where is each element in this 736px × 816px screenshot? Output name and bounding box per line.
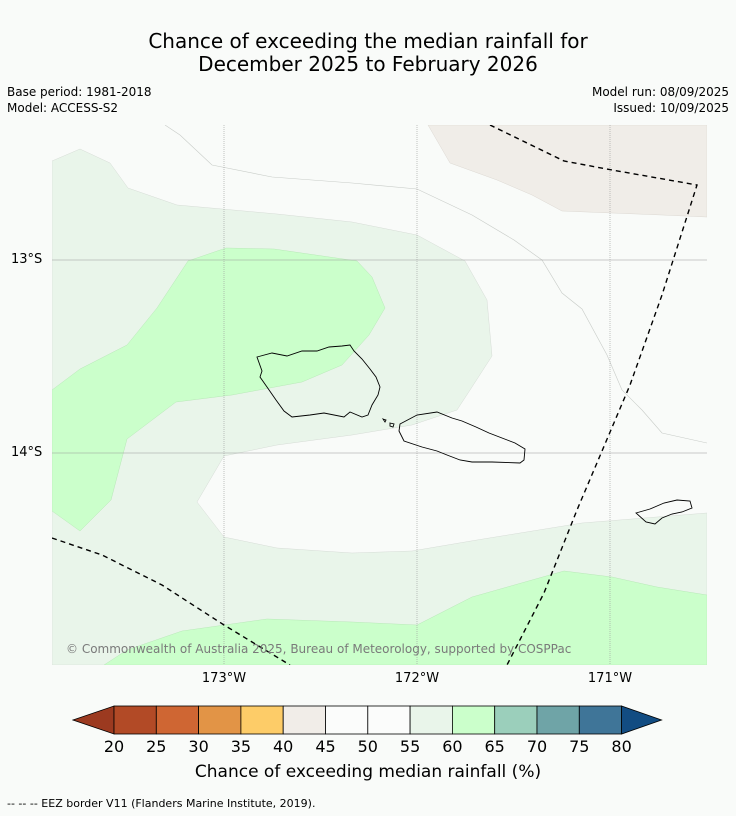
model-name: Model: ACCESS-S2: [7, 101, 119, 115]
region-light-green-southeast: [103, 570, 707, 665]
islands: [256, 344, 693, 525]
title-line-2: December 2025 to February 2026: [198, 52, 538, 76]
island-tutuila: [635, 499, 693, 525]
base-period: Base period: 1981-2018: [7, 85, 152, 99]
island-manono: [381, 418, 387, 423]
graticule: [52, 125, 707, 665]
colorbar-segment: [198, 705, 242, 735]
colorbar-tick-label: 50: [357, 737, 378, 756]
meta-right: Model run: 08/09/2025 Issued: 10/09/2025: [592, 84, 729, 116]
colorbar-segment: [113, 705, 157, 735]
colorbar-segment: [282, 705, 326, 735]
eez-border-southwest: [52, 537, 291, 665]
map-title: Chance of exceeding the median rainfall …: [0, 30, 736, 76]
region-pale-brown-northeast: [427, 125, 707, 218]
colorbar-tick-label: 40: [273, 737, 294, 756]
colorbar-tick-label: 60: [442, 737, 463, 756]
colorbar-tick-label: 20: [103, 737, 125, 756]
colorbar-tick-label: 30: [188, 737, 209, 756]
colorbar-segment: [409, 705, 453, 735]
colorbar-segment: [494, 705, 538, 735]
island-apolima: [389, 422, 395, 428]
colorbar-segment: [451, 705, 496, 735]
colorbar-segment: [578, 705, 622, 735]
colorbar-segment: [536, 705, 580, 735]
contour-line-45: [164, 125, 707, 444]
colorbar-segment: [325, 705, 369, 735]
eez-borders: [52, 125, 698, 665]
colorbar-segment: [155, 705, 200, 735]
lon-label-172w: 172°W: [394, 671, 440, 686]
issued-date: Issued: 10/09/2025: [613, 101, 729, 115]
colorbar-tick-label: 80: [611, 737, 632, 756]
colorbar-tick-label: 70: [526, 737, 548, 756]
colorbar-tick-label: 75: [569, 737, 590, 756]
colorbar-segment: [367, 705, 411, 735]
eez-footnote: -- -- -- EEZ border V11 (Flanders Marine…: [7, 797, 316, 810]
lat-label-14s: 14°S: [11, 445, 43, 460]
island-savaii: [256, 344, 381, 418]
colorbar-segment: [240, 705, 284, 735]
island-upolu: [398, 411, 526, 464]
rainfall-map: © Commonwealth of Australia 2025, Bureau…: [52, 125, 707, 665]
region-light-green-west: [52, 247, 386, 532]
model-run: Model run: 08/09/2025: [591, 85, 729, 99]
eez-border-northeast: [489, 125, 698, 665]
lon-label-171w: 171°W: [587, 671, 633, 686]
colorbar-tick-label: 55: [399, 737, 421, 756]
colorbar-tick-label: 45: [315, 737, 336, 756]
meta-left: Base period: 1981-2018 Model: ACCESS-S2: [7, 84, 152, 116]
colorbar-extend-high: [621, 705, 663, 735]
title-line-1: Chance of exceeding the median rainfall …: [148, 29, 588, 53]
colorbar-tick-label: 65: [484, 737, 505, 756]
colorbar-tick-label: 25: [146, 737, 167, 756]
colorbar: [72, 705, 663, 735]
colorbar-title: Chance of exceeding median rainfall (%): [194, 762, 542, 782]
copyright-notice: © Commonwealth of Australia 2025, Bureau…: [66, 642, 571, 656]
colorbar-tick-label: 35: [230, 737, 252, 756]
colorbar-extend-low: [72, 705, 115, 735]
lon-label-173w: 173°W: [201, 671, 247, 686]
lat-label-13s: 13°S: [11, 252, 43, 267]
